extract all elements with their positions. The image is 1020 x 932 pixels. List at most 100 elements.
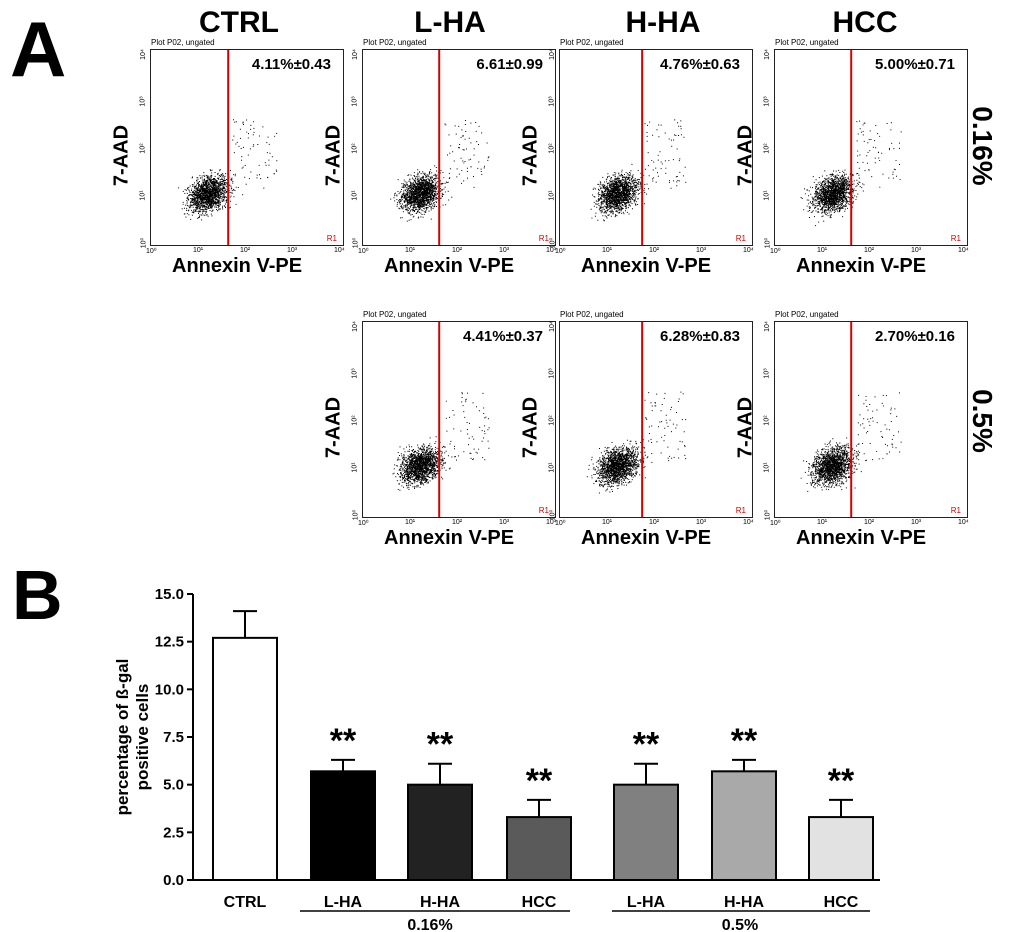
flow-plot-hcc-016: Plot P02, ungated 5.00%±0.71 R1 <box>774 38 968 246</box>
y-axis-title: 7-AAD <box>110 124 133 187</box>
x-tick-label: 10³ <box>696 519 707 526</box>
x-tick-label: 10² <box>452 519 463 526</box>
y-tick-label: 10¹ <box>548 190 556 201</box>
event-dots <box>590 119 687 222</box>
y-tick-label: 10³ <box>763 96 771 107</box>
apoptosis-percentage: 6.28%±0.83 <box>660 328 740 345</box>
y-tick-label: 10¹ <box>548 462 556 473</box>
plot-title: Plot P02, ungated <box>363 310 427 319</box>
event-dots <box>390 119 490 222</box>
x-tick-label: 10⁰ <box>555 520 566 527</box>
bar-h-ha <box>407 783 473 882</box>
x-tick-label: 10⁰ <box>358 520 369 527</box>
column-header-ctrl: CTRL <box>199 6 279 39</box>
plot-title: Plot P02, ungated <box>775 38 839 47</box>
y-tick-label: 10⁴ <box>351 49 359 60</box>
x-tick-label: 10² <box>864 519 875 526</box>
event-dots <box>800 120 902 227</box>
flow-plot-hcc-05: Plot P02, ungated 2.70%±0.16 R1 <box>774 310 968 518</box>
x-tick-label: 10¹ <box>817 519 828 526</box>
scatter-dots <box>178 50 278 245</box>
column-header-hcc: HCC <box>832 6 898 39</box>
panel-b-label: B <box>12 556 63 634</box>
gate-label: R1 <box>538 506 549 515</box>
x-tick-label: HCC <box>824 894 859 911</box>
y-tick-label: 10³ <box>351 96 359 107</box>
y-tick-label: 10⁴ <box>763 321 771 332</box>
scatter-dots <box>800 322 902 517</box>
y-tick-label: 0.0 <box>163 872 184 889</box>
x-tick-label: L-HA <box>324 894 363 911</box>
flow-plot-h-ha-05: Plot P02, ungated 6.28%±0.83 R1 <box>559 310 753 518</box>
apoptosis-percentage: 2.70%±0.16 <box>875 328 955 345</box>
bar-chart: 0.0 2.5 5.0 7.5 10.0 12.5 15.0 percentage of ß-… <box>113 586 880 932</box>
x-tick-label: 10² <box>649 247 660 254</box>
x-tick-label: 10³ <box>911 519 922 526</box>
x-tick-label: 10¹ <box>602 519 613 526</box>
gate-label: R1 <box>735 506 746 515</box>
x-tick-label: 10² <box>452 247 463 254</box>
scatter-dots <box>800 50 902 245</box>
x-tick-label: 10⁴ <box>546 519 557 526</box>
x-tick-label: 10² <box>240 247 251 254</box>
flow-plot-ctrl-016: Plot P02, ungated 4.11%±0.43 R1 <box>150 38 344 246</box>
x-tick-label: 10² <box>864 247 875 254</box>
y-axis-label: percentage of ß-galpositive cells <box>113 659 152 816</box>
bar-hcc <box>808 816 874 881</box>
bar-l-ha <box>310 770 376 882</box>
row-label-016: 0.16% <box>967 106 998 186</box>
x-tick-label: CTRL <box>224 894 267 911</box>
gate-label: R1 <box>950 506 961 515</box>
plot-title: Plot P02, ungated <box>151 38 215 47</box>
x-tick-label: H-HA <box>724 894 764 911</box>
significance-marker: ** <box>828 762 855 800</box>
x-tick-label: 10⁴ <box>743 519 754 526</box>
y-tick-label: 10⁴ <box>351 321 359 332</box>
x-tick-label: 10³ <box>499 247 510 254</box>
flow-plot-l-ha-016: Plot P02, ungated 6.61±0.99 R1 <box>362 38 556 246</box>
y-tick-label: 12.5 <box>155 634 184 651</box>
row-label-05: 0.5% <box>967 389 998 453</box>
bar-l-ha <box>613 783 679 882</box>
significance-marker: ** <box>633 726 660 764</box>
y-tick-label: 10² <box>763 415 771 426</box>
x-tick-label: HCC <box>522 894 557 911</box>
apoptosis-percentage: 4.41%±0.37 <box>463 328 543 345</box>
x-tick-label: 10⁴ <box>958 519 969 526</box>
y-tick-label: 10² <box>351 415 359 426</box>
y-tick-label: 5.0 <box>163 777 184 794</box>
group-label: 0.16% <box>407 917 452 932</box>
event-dots <box>178 119 278 221</box>
apoptosis-percentage: 4.76%±0.63 <box>660 56 740 73</box>
y-axis-title: 7-AAD <box>322 124 345 187</box>
bar-h-ha <box>711 770 777 882</box>
apoptosis-percentage: 6.61±0.99 <box>476 56 543 73</box>
flow-plot-l-ha-05: Plot P02, ungated 4.41%±0.37 R1 <box>362 310 556 518</box>
y-tick-label: 10³ <box>351 368 359 379</box>
x-tick-label: 10⁰ <box>358 248 369 255</box>
y-axis-label-line: percentage of ß-gal <box>113 659 132 816</box>
y-tick-label: 10⁴ <box>548 49 556 60</box>
column-header-l-ha: L-HA <box>414 6 486 39</box>
gate-label: R1 <box>735 234 746 243</box>
x-tick-label: 10⁰ <box>146 248 157 255</box>
scatter-dots <box>392 322 490 517</box>
apoptosis-percentage: 5.00%±0.71 <box>875 56 955 73</box>
scatter-dots <box>390 50 490 245</box>
x-axis-title: Annexin V-PE <box>796 527 927 549</box>
x-tick-label: H-HA <box>420 894 460 911</box>
y-tick-label: 10² <box>763 143 771 154</box>
y-tick-label: 10¹ <box>351 462 359 473</box>
y-tick-label: 15.0 <box>155 586 184 603</box>
panel-a-label: A <box>10 5 67 93</box>
x-tick-label: 10³ <box>287 247 298 254</box>
y-tick-label: 10² <box>548 143 556 154</box>
x-axis-title: Annexin V-PE <box>384 527 515 549</box>
column-header-h-ha: H-HA <box>625 6 701 39</box>
gate-label: R1 <box>950 234 961 243</box>
plot-title: Plot P02, ungated <box>560 38 624 47</box>
bar-ctrl <box>212 636 278 881</box>
y-tick-label: 2.5 <box>163 824 184 841</box>
x-tick-label: 10¹ <box>405 247 416 254</box>
significance-marker: ** <box>526 762 553 800</box>
